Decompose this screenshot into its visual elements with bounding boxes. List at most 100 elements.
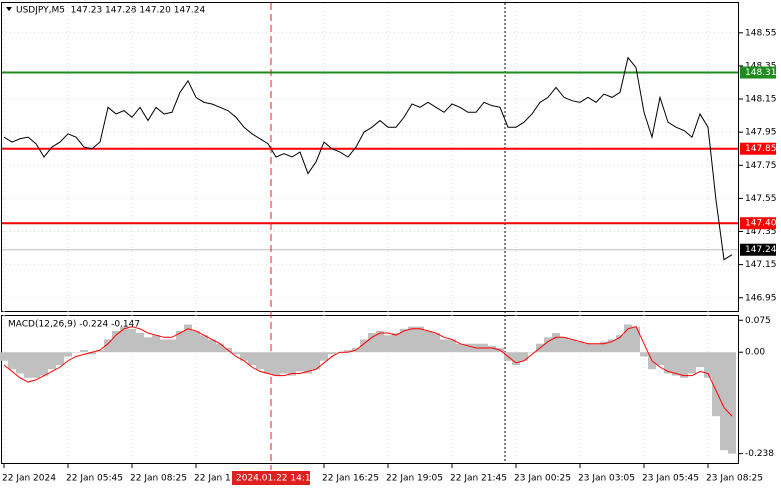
macd-histogram-bar xyxy=(448,339,456,353)
x-tick-label: 22 Jan 21:45 xyxy=(450,474,507,484)
macd-histogram-bar xyxy=(96,350,104,353)
macd-histogram-bar xyxy=(8,352,16,370)
price-line xyxy=(3,56,733,261)
macd-histogram-bar xyxy=(528,352,536,353)
y-tick-label: 147.35 xyxy=(745,227,777,237)
macd-histogram-bar xyxy=(216,343,224,353)
macd-histogram-bar xyxy=(80,350,88,353)
macd-title: MACD(12,26,9) -0.224 -0.147 xyxy=(8,320,140,330)
x-tick-label: 22 Jan 19:05 xyxy=(386,474,443,484)
x-tick-label: 22 Jan 05:45 xyxy=(66,474,123,484)
macd-histogram-bar xyxy=(296,352,304,372)
y-tick-label: 147.95 xyxy=(745,128,777,138)
macd-histogram-bar xyxy=(256,352,264,370)
macd-histogram-bar xyxy=(112,330,120,353)
price-panel-frame xyxy=(1,2,739,312)
x-tick-label: 23 Jan 05:45 xyxy=(642,474,699,484)
current-price-box xyxy=(740,243,776,256)
y-tick-label: -0.238 xyxy=(745,449,774,459)
macd-histogram-bar xyxy=(640,352,648,357)
macd-histogram-bar xyxy=(600,341,608,353)
macd-histogram-bar xyxy=(104,339,112,353)
macd-histogram-bar xyxy=(488,345,496,353)
level-label-box xyxy=(740,142,776,155)
macd-histogram-bar xyxy=(136,333,144,353)
macd-histogram-bar xyxy=(384,335,392,353)
macd-histogram-bar xyxy=(712,352,720,417)
macd-histogram-bar xyxy=(128,328,136,353)
macd-histogram-bar xyxy=(568,339,576,353)
macd-histogram-bar xyxy=(632,326,640,353)
y-tick-label: 148.15 xyxy=(745,95,777,105)
y-tick-label: 0.00 xyxy=(745,348,765,358)
macd-histogram-bar xyxy=(520,352,528,361)
macd-histogram-bar xyxy=(376,330,384,353)
macd-histogram-bar xyxy=(584,343,592,353)
macd-histogram-bar xyxy=(624,324,632,353)
level-label: 148.31 xyxy=(745,68,777,78)
macd-histogram-bar xyxy=(144,337,152,353)
macd-histogram-bar xyxy=(672,352,680,376)
x-tick-label: 23 Jan 00:25 xyxy=(514,474,571,484)
macd-signal-line xyxy=(3,326,733,417)
y-tick-label: 147.75 xyxy=(745,161,777,171)
macd-histogram-bar xyxy=(184,324,192,353)
x-tick-label: 23 Jan 08:25 xyxy=(706,474,763,484)
y-tick-label: 148.55 xyxy=(745,28,777,38)
macd-histogram-bar xyxy=(400,328,408,353)
macd-histogram-bar xyxy=(592,343,600,353)
x-tick-label: 22 Jan 2024 xyxy=(2,474,56,484)
x-tick-label: 22 Jan 16:25 xyxy=(322,474,379,484)
macd-histogram-bar xyxy=(240,352,248,361)
level-label-box xyxy=(740,66,776,79)
x-tick-label: 22 Jan 08:25 xyxy=(130,474,187,484)
y-tick-label: 147.15 xyxy=(745,260,777,270)
macd-histogram-bar xyxy=(152,335,160,353)
macd-histogram-bar xyxy=(32,352,40,378)
macd-histogram-bar xyxy=(432,333,440,353)
macd-histogram-bar xyxy=(200,335,208,353)
macd-histogram-bar xyxy=(368,333,376,353)
macd-histogram-bar xyxy=(288,352,296,376)
macd-histogram-bar xyxy=(16,352,24,374)
level-label: 147.85 xyxy=(745,144,777,154)
level-label-box xyxy=(740,217,776,230)
macd-histogram-bar xyxy=(120,326,128,353)
macd-histogram-bar xyxy=(88,352,96,355)
macd-histogram-bar xyxy=(456,343,464,353)
macd-histogram-bar xyxy=(192,330,200,353)
x-tick-label: 22 Jan 1 xyxy=(194,474,231,484)
macd-histogram-bar xyxy=(512,352,520,365)
macd-histogram-bar xyxy=(24,352,32,378)
crosshair-label: 2024.01.22 14:15 xyxy=(236,474,316,484)
macd-histogram-bar xyxy=(64,352,72,357)
macd-histogram-bar xyxy=(424,330,432,353)
macd-histogram-bar xyxy=(40,352,48,376)
macd-histogram-bar xyxy=(168,339,176,353)
macd-histogram-bar xyxy=(560,337,568,353)
macd-histogram-bar xyxy=(312,352,320,370)
macd-histogram-bar xyxy=(176,330,184,353)
macd-histogram-bar xyxy=(616,335,624,353)
current-price-label: 147.24 xyxy=(745,245,777,255)
macd-histogram-bar xyxy=(0,352,8,361)
crosshair-label-box xyxy=(232,471,310,485)
macd-histogram-bar xyxy=(440,339,448,353)
macd-histogram-bar xyxy=(544,337,552,353)
macd-histogram-bar xyxy=(72,352,80,353)
macd-histogram-bar xyxy=(552,333,560,353)
macd-histogram-bar xyxy=(320,352,328,361)
macd-histogram-bar xyxy=(56,352,64,365)
macd-histogram-bar xyxy=(232,352,240,355)
y-tick-label: 147.55 xyxy=(745,194,777,204)
macd-histogram-bar xyxy=(408,326,416,353)
macd-histogram-bar xyxy=(608,339,616,353)
macd-histogram-bar xyxy=(704,352,712,378)
macd-histogram-bar xyxy=(664,352,672,374)
macd-histogram-bar xyxy=(264,352,272,374)
macd-histogram-bar xyxy=(344,350,352,353)
y-tick-label: 0.075 xyxy=(745,316,771,326)
macd-histogram-bar xyxy=(208,339,216,353)
